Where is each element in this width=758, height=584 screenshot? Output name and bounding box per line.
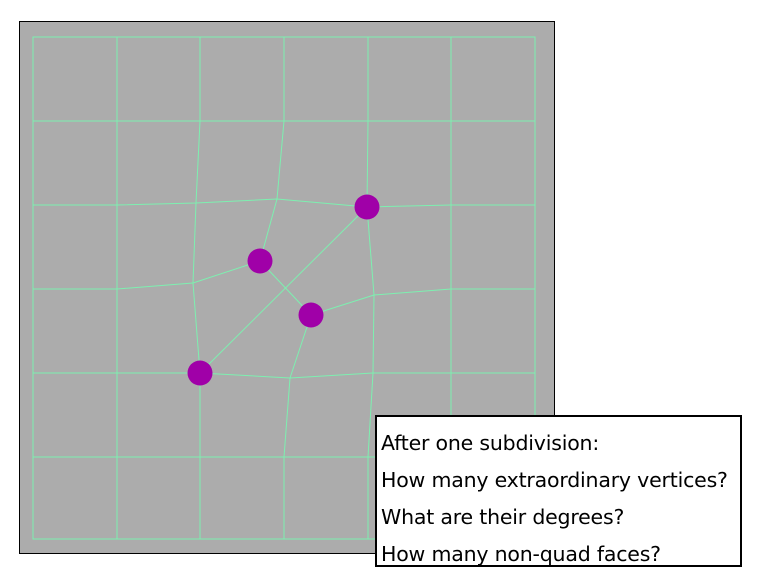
extraordinary-vertices bbox=[187, 194, 380, 386]
question-box: After one subdivision: How many extraord… bbox=[375, 415, 742, 567]
extraordinary-vertex bbox=[187, 360, 213, 386]
question-degrees: What are their degrees? bbox=[381, 505, 625, 529]
mesh-edge bbox=[195, 120, 201, 204]
question-extraordinary-count: How many extraordinary vertices? bbox=[381, 468, 728, 492]
question-non-quad-faces: How many non-quad faces? bbox=[381, 542, 661, 566]
mesh-edge bbox=[33, 282, 194, 290]
mesh-edge bbox=[367, 372, 374, 458]
mesh-edge bbox=[199, 206, 368, 374]
mesh-edge bbox=[366, 120, 369, 208]
extraordinary-vertex bbox=[354, 194, 380, 220]
mesh-edges bbox=[32, 36, 536, 540]
mesh-edge bbox=[276, 120, 285, 200]
mesh-edge bbox=[373, 288, 535, 296]
mesh-edge bbox=[283, 377, 291, 458]
question-intro: After one subdivision: bbox=[381, 431, 600, 455]
extraordinary-vertex bbox=[298, 302, 324, 328]
extraordinary-vertex bbox=[247, 248, 273, 274]
